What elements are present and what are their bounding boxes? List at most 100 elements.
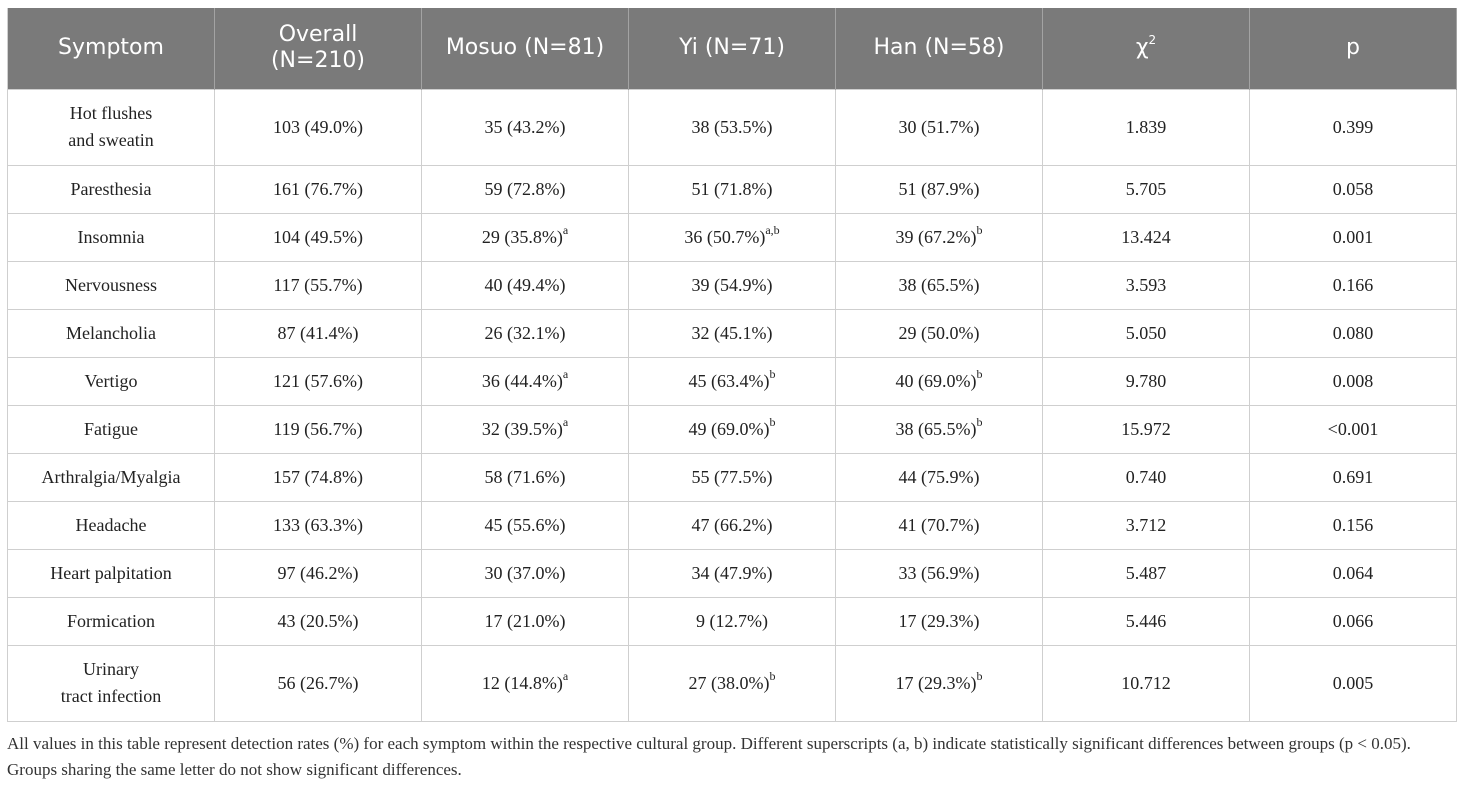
chi-square-cell: 15.972: [1042, 404, 1250, 454]
p-value-cell: 0.001: [1249, 212, 1457, 262]
table-row: Insomnia 104 (49.5%) 29 (35.8%)a 36 (50.7%)…: [7, 212, 1457, 262]
mosuo-cell-value: 58 (71.6%): [484, 466, 566, 487]
overall-cell: 43 (20.5%): [214, 596, 422, 646]
chi-square-cell-value: 5.487: [1125, 562, 1167, 583]
overall-cell-value: 119 (56.7%): [273, 418, 363, 439]
symptom-cell-value: Hot flushes and sweatin: [68, 103, 154, 150]
yi-cell-value: 27 (38.0%): [688, 672, 770, 693]
han-cell: 41 (70.7%): [835, 500, 1043, 550]
han-cell-value: 51 (87.9%): [898, 178, 980, 199]
symptom-cell: Hot flushes and sweatin: [7, 88, 215, 166]
han-cell-value: 38 (65.5%): [895, 418, 977, 439]
symptom-cell-value: Paresthesia: [70, 178, 152, 199]
overall-cell: 104 (49.5%): [214, 212, 422, 262]
yi-cell: 9 (12.7%): [628, 596, 836, 646]
yi-cell-value: 34 (47.9%): [691, 562, 773, 583]
table-row: Urinary tract infection 56 (26.7%) 12 (14.…: [7, 644, 1457, 722]
chi-square-cell-value: 13.424: [1121, 226, 1171, 247]
header-chi-square: χ2: [1042, 8, 1250, 89]
yi-cell: 45 (63.4%)b: [628, 356, 836, 406]
yi-cell-value: 55 (77.5%): [691, 466, 773, 487]
han-cell: 40 (69.0%)b: [835, 356, 1043, 406]
mosuo-cell-value: 29 (35.8%): [481, 226, 563, 247]
p-value-cell: 0.156: [1249, 500, 1457, 550]
han-cell-value: 29 (50.0%): [898, 322, 980, 343]
chi-square-cell: 10.712: [1042, 644, 1250, 722]
overall-cell: 133 (63.3%): [214, 500, 422, 550]
overall-cell: 56 (26.7%): [214, 644, 422, 722]
table-row: Headache 133 (63.3%) 45 (55.6%) 47 (66.2%) 4…: [7, 500, 1457, 550]
significance-superscript: a: [562, 366, 569, 381]
p-value-cell-value: 0.166: [1332, 274, 1374, 295]
mosuo-cell: 26 (32.1%): [421, 308, 629, 358]
han-cell: 44 (75.9%): [835, 452, 1043, 502]
chi-square-cell-value: 9.780: [1125, 370, 1167, 391]
table-body: Hot flushes and sweatin 103 (49.0%) 35 (43…: [7, 88, 1457, 722]
symptom-cell: Insomnia: [7, 212, 215, 262]
chi-square-cell-value: 3.712: [1125, 514, 1167, 535]
mosuo-cell-value: 12 (14.8%): [481, 672, 563, 693]
overall-cell-value: 87 (41.4%): [277, 322, 359, 343]
table-header-row: Symptom Overall (N=210) Mosuo (N=81) Yi …: [7, 8, 1457, 89]
header-overall: Overall (N=210): [214, 8, 422, 89]
han-cell-value: 38 (65.5%): [898, 274, 980, 295]
p-value-cell-value: 0.005: [1332, 672, 1374, 693]
yi-cell-value: 49 (69.0%): [688, 418, 770, 439]
chi-square-cell: 5.050: [1042, 308, 1250, 358]
han-cell: 51 (87.9%): [835, 164, 1043, 214]
han-cell-value: 40 (69.0%): [895, 370, 977, 391]
chi-square-cell-value: 5.446: [1125, 610, 1167, 631]
p-value-cell: 0.166: [1249, 260, 1457, 310]
significance-superscript: b: [769, 366, 776, 381]
overall-cell-value: 104 (49.5%): [273, 226, 363, 247]
symptom-cell-value: Fatigue: [84, 418, 138, 439]
p-value-cell-value: 0.001: [1332, 226, 1374, 247]
significance-superscript: b: [976, 366, 983, 381]
table-row: Hot flushes and sweatin 103 (49.0%) 35 (43…: [7, 88, 1457, 166]
symptom-cell: Nervousness: [7, 260, 215, 310]
table-row: Formication 43 (20.5%) 17 (21.0%) 9 (12.7%)…: [7, 596, 1457, 646]
overall-cell-value: 103 (49.0%): [273, 116, 363, 137]
chi-square-cell-value: 5.705: [1125, 178, 1167, 199]
yi-cell: 39 (54.9%): [628, 260, 836, 310]
yi-cell: 27 (38.0%)b: [628, 644, 836, 722]
mosuo-cell: 59 (72.8%): [421, 164, 629, 214]
overall-cell-value: 121 (57.6%): [273, 370, 363, 391]
symptom-cell-value: Headache: [75, 514, 147, 535]
header-mosuo: Mosuo (N=81): [421, 8, 629, 89]
chi-square-cell-value: 10.712: [1121, 672, 1171, 693]
chi-square-cell: 3.712: [1042, 500, 1250, 550]
overall-cell: 103 (49.0%): [214, 88, 422, 166]
symptom-cell-value: Arthralgia/Myalgia: [41, 466, 181, 487]
significance-superscript: b: [769, 414, 776, 429]
overall-cell-value: 133 (63.3%): [273, 514, 363, 535]
table-footnote: All values in this table represent detec…: [7, 734, 1411, 779]
chi-square-cell-value: 1.839: [1125, 116, 1167, 137]
symptom-cell-value: Vertigo: [84, 370, 138, 391]
p-value-cell-value: 0.008: [1332, 370, 1374, 391]
p-value-cell: <0.001: [1249, 404, 1457, 454]
significance-superscript: b: [769, 668, 776, 683]
yi-cell-value: 39 (54.9%): [691, 274, 773, 295]
mosuo-cell-value: 45 (55.6%): [484, 514, 566, 535]
overall-cell-value: 97 (46.2%): [277, 562, 359, 583]
p-value-cell-value: 0.399: [1332, 116, 1374, 137]
symptom-cell: Formication: [7, 596, 215, 646]
p-value-cell: 0.066: [1249, 596, 1457, 646]
symptom-cell-value: Nervousness: [65, 274, 157, 295]
results-table-container: Symptom Overall (N=210) Mosuo (N=81) Yi …: [7, 8, 1457, 722]
overall-cell: 157 (74.8%): [214, 452, 422, 502]
overall-cell-value: 157 (74.8%): [273, 466, 363, 487]
header-symptom: Symptom: [7, 8, 215, 89]
symptom-cell-value: Formication: [67, 610, 155, 631]
table-row: Nervousness 117 (55.7%) 40 (49.4%) 39 (54.9…: [7, 260, 1457, 310]
chi-square-cell: 13.424: [1042, 212, 1250, 262]
overall-cell-value: 161 (76.7%): [273, 178, 363, 199]
yi-cell-value: 36 (50.7%): [684, 226, 766, 247]
han-cell: 38 (65.5%)b: [835, 404, 1043, 454]
p-value-cell: 0.008: [1249, 356, 1457, 406]
han-cell-value: 44 (75.9%): [898, 466, 980, 487]
yi-cell: 36 (50.7%)a,b: [628, 212, 836, 262]
symptom-cell: Vertigo: [7, 356, 215, 406]
symptom-cell: Urinary tract infection: [7, 644, 215, 722]
